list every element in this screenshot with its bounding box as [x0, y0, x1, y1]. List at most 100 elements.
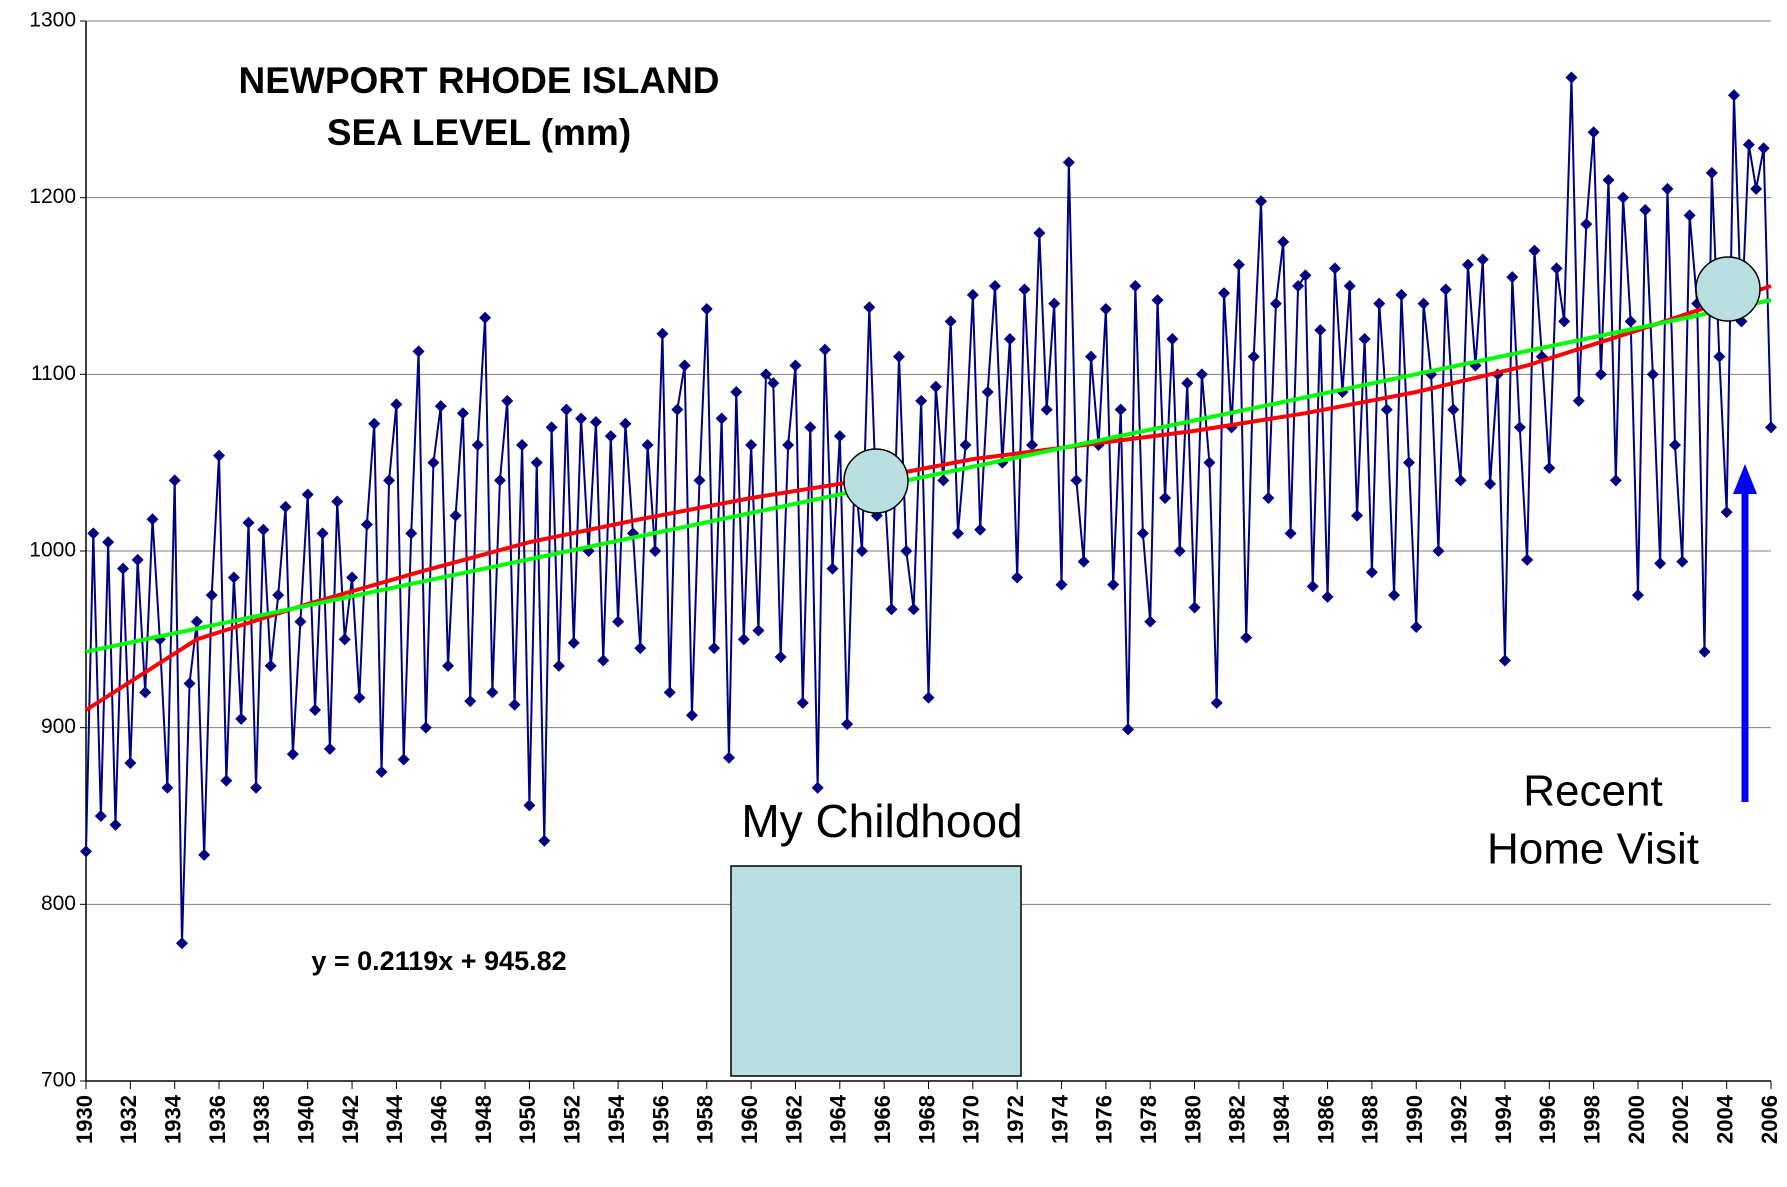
x-tick-label: 1944	[382, 1094, 407, 1144]
y-tick-label: 700	[41, 1069, 76, 1092]
y-tick-label: 1000	[29, 539, 76, 562]
data-point	[900, 545, 913, 557]
data-point	[589, 416, 602, 429]
data-point	[855, 545, 868, 557]
data-point	[1720, 506, 1733, 519]
data-point	[1639, 204, 1652, 217]
x-tick-label: 1962	[781, 1095, 806, 1144]
x-tick-label: 1974	[1047, 1094, 1072, 1144]
x-tick-label: 1992	[1446, 1095, 1471, 1144]
data-point	[1048, 297, 1061, 310]
data-point	[109, 818, 122, 831]
data-point	[922, 691, 935, 704]
x-tick-label: 2004	[1712, 1094, 1737, 1144]
data-point	[117, 562, 130, 575]
data-point	[1380, 403, 1393, 416]
data-point	[1018, 283, 1031, 296]
x-tick-label: 1940	[294, 1095, 319, 1144]
data-point	[700, 302, 713, 315]
data-point	[1602, 174, 1615, 186]
y-tick-label: 1200	[29, 185, 76, 208]
series-line	[84, 284, 1772, 712]
x-tick-label: 1952	[560, 1095, 585, 1144]
data-point	[885, 603, 898, 616]
data-point	[449, 509, 462, 522]
data-point	[1144, 615, 1157, 628]
data-point	[560, 403, 573, 416]
data-point	[811, 781, 824, 794]
data-point	[663, 686, 676, 699]
data-point	[1114, 403, 1127, 416]
data-point	[1513, 421, 1526, 434]
data-point	[1159, 492, 1172, 504]
data-point	[833, 430, 846, 443]
data-point	[1543, 461, 1556, 474]
x-tick-label: 1932	[116, 1095, 141, 1144]
data-point	[412, 345, 425, 358]
x-tick-label: 1968	[914, 1095, 939, 1144]
data-point	[1587, 126, 1600, 139]
data-point	[604, 430, 617, 443]
data-point	[1646, 368, 1659, 381]
data-point	[1151, 294, 1164, 307]
chart-title: SEA LEVEL (mm)	[327, 112, 631, 153]
data-point	[804, 421, 817, 434]
data-point	[1609, 474, 1622, 487]
data-point	[767, 377, 780, 390]
data-point	[294, 615, 307, 628]
data-point	[1203, 456, 1216, 469]
data-point	[693, 474, 706, 487]
data-point	[375, 765, 388, 778]
x-tick-label: 1998	[1579, 1095, 1604, 1144]
y-tick-label: 900	[41, 715, 76, 738]
data-point	[1521, 553, 1534, 566]
data-point	[1550, 262, 1563, 275]
data-point	[168, 474, 181, 487]
data-point	[759, 368, 772, 381]
data-point	[715, 412, 728, 425]
data-point	[508, 698, 521, 711]
data-point	[1033, 227, 1046, 239]
data-point	[146, 513, 159, 526]
data-point	[353, 691, 366, 704]
visit-label: Recent	[1523, 767, 1662, 816]
x-tick-label: 1996	[1535, 1095, 1560, 1144]
data-point	[427, 456, 440, 469]
data-point	[1668, 439, 1681, 451]
data-point	[139, 686, 152, 699]
data-point	[1129, 280, 1142, 292]
data-point	[641, 439, 654, 451]
x-tick-label: 1948	[471, 1095, 496, 1144]
x-tick-label: 1934	[160, 1094, 185, 1144]
data-point	[102, 536, 115, 549]
data-point	[745, 439, 758, 451]
data-point	[1580, 218, 1593, 231]
x-tick-label: 1978	[1136, 1095, 1161, 1144]
data-point	[434, 400, 447, 413]
data-point	[1498, 654, 1511, 667]
data-point	[1107, 578, 1120, 591]
data-point	[523, 799, 536, 812]
data-point	[538, 834, 551, 847]
data-point	[1402, 456, 1415, 469]
data-point	[1136, 527, 1149, 540]
data-point	[951, 527, 964, 540]
data-point	[915, 394, 928, 407]
data-point	[190, 615, 203, 628]
data-point	[1461, 258, 1474, 271]
data-point	[1195, 368, 1208, 381]
data-point	[80, 845, 92, 858]
data-point	[176, 937, 189, 950]
plot	[80, 71, 1777, 950]
x-tick-label: 1942	[338, 1095, 363, 1144]
data-point	[1255, 195, 1268, 208]
x-tick-label: 1986	[1313, 1095, 1338, 1144]
data-point	[1765, 421, 1777, 434]
childhood-box	[730, 865, 1022, 1077]
data-point	[989, 280, 1002, 292]
data-point	[1476, 253, 1489, 266]
x-tick-label: 2006	[1757, 1095, 1782, 1144]
data-point	[597, 654, 610, 667]
x-tick-label: 1994	[1491, 1094, 1516, 1144]
